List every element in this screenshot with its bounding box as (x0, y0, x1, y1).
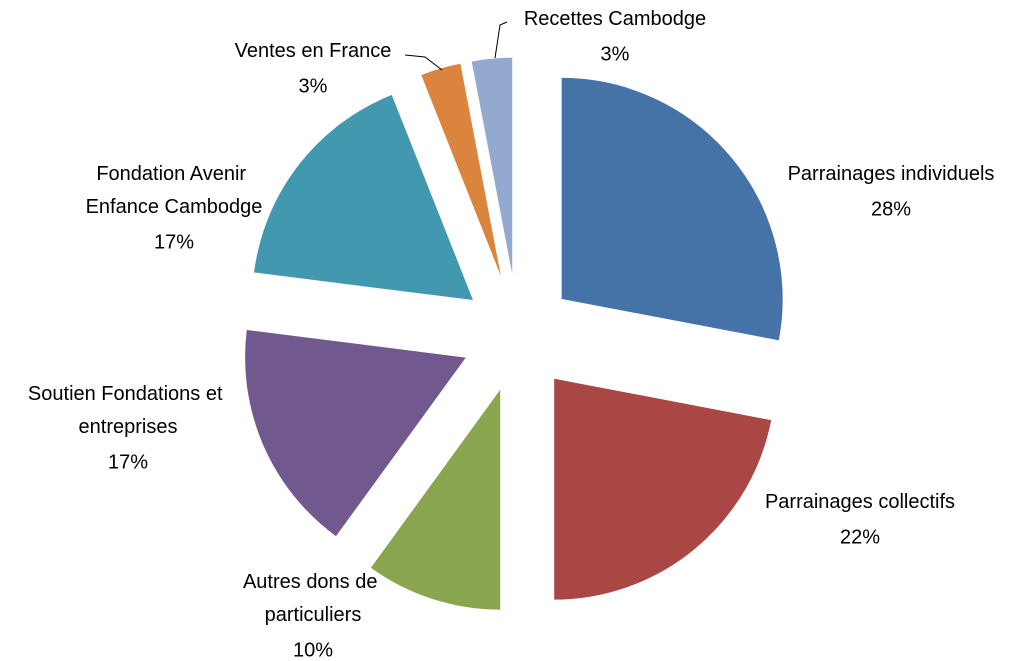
slice-label: Ventes en France (235, 40, 392, 62)
label-line: Parrainages collectifs (765, 491, 955, 513)
label-line: Enfance Cambodge (86, 196, 263, 218)
value-label: 28% (871, 198, 911, 220)
value-label: 22% (840, 526, 880, 548)
label-line: Ventes en France (235, 40, 392, 62)
value-label: 10% (293, 639, 333, 661)
label-line: particuliers (265, 604, 362, 626)
pie-slice (244, 328, 468, 538)
pie-slice (420, 62, 503, 282)
label-line: Recettes Cambodge (524, 8, 706, 30)
pie-slice (369, 386, 502, 611)
label-line: Soutien Fondations et (28, 383, 228, 405)
pie-slice (553, 377, 773, 601)
slice-label: Fondation Avenir Enfance Cambodge (86, 163, 263, 218)
slice-label: Soutien Fondations et entreprises (28, 383, 228, 438)
slice-label: Recettes Cambodge (524, 8, 706, 30)
label-line: Parrainages individuels (788, 163, 995, 185)
value-label: 3% (601, 43, 630, 65)
label-line: entreprises (79, 416, 178, 438)
leader-line (494, 21, 508, 59)
value-label: 17% (154, 231, 194, 253)
leader-line (404, 54, 443, 71)
value-label: 17% (108, 451, 148, 473)
pie-slice (252, 93, 475, 302)
label-line: Autres dons de (243, 571, 383, 593)
slice-label: Parrainages individuels (788, 163, 995, 185)
slice-label: Parrainages collectifs (765, 491, 955, 513)
label-line: Fondation Avenir (96, 163, 251, 185)
slice-label: Autres dons de particuliers (243, 571, 383, 626)
pie-slice (470, 56, 514, 280)
pie-slice (560, 76, 784, 342)
value-label: 3% (299, 75, 328, 97)
